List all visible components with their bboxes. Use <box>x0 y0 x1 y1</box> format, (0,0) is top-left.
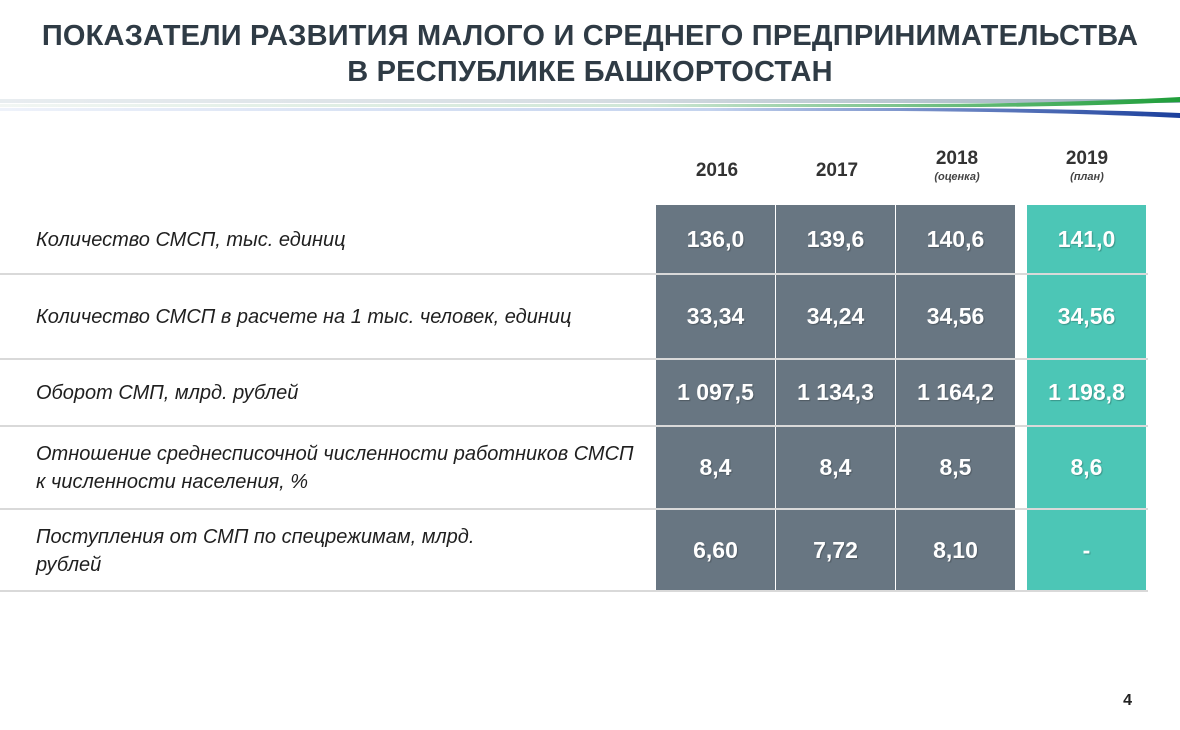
table-cell: 8,10 <box>896 510 1015 590</box>
table-cell: 8,4 <box>656 427 775 508</box>
table-cell: 8,4 <box>776 427 895 508</box>
table-cell: 8,5 <box>896 427 1015 508</box>
slide-title: ПОКАЗАТЕЛИ РАЗВИТИЯ МАЛОГО И СРЕДНЕГО ПР… <box>0 18 1180 90</box>
column-year: 2017 <box>815 160 859 181</box>
table-cell: 8,6 <box>1027 427 1146 508</box>
table-cell: 34,56 <box>1027 275 1146 358</box>
row-separator <box>0 508 1148 510</box>
column-year: 2016 <box>695 160 739 181</box>
column-year: 2019 <box>1065 148 1109 169</box>
page-number: 4 <box>1123 692 1132 709</box>
column-year: 2018 <box>935 148 979 169</box>
table-cell: 6,60 <box>656 510 775 590</box>
row-separator <box>0 358 1148 360</box>
table-cell: 140,6 <box>896 205 1015 273</box>
table-cell: 139,6 <box>776 205 895 273</box>
table-cell: 136,0 <box>656 205 775 273</box>
column-header-2019: 2019 (план) <box>1027 148 1147 184</box>
table-cell: 141,0 <box>1027 205 1146 273</box>
table-cell: 1 164,2 <box>896 360 1015 425</box>
table-cell: 1 198,8 <box>1027 360 1146 425</box>
table-cell: 1 097,5 <box>656 360 775 425</box>
table-cell: 7,72 <box>776 510 895 590</box>
column-header-2016: 2016 <box>657 160 777 182</box>
table-cell: - <box>1027 510 1146 590</box>
row-label: Отношение среднесписочной численности ра… <box>36 443 634 493</box>
row-separator <box>0 273 1148 275</box>
row-label: Количество СМСП в расчете на 1 тыс. чело… <box>36 306 572 328</box>
decorative-divider <box>0 97 1180 118</box>
row-separator <box>0 425 1148 427</box>
row-separator <box>0 590 1148 592</box>
column-note: (оценка) <box>934 171 980 183</box>
title-line-1: ПОКАЗАТЕЛИ РАЗВИТИЯ МАЛОГО И СРЕДНЕГО ПР… <box>41 20 1139 52</box>
title-line-2: В РЕСПУБЛИКЕ БАШКОРТОСТАН <box>347 56 833 88</box>
column-header-2018: 2018 (оценка) <box>897 148 1017 184</box>
row-label: Поступления от СМП по спецрежимам, млрд.… <box>36 526 475 576</box>
column-header-2017: 2017 <box>777 160 897 182</box>
row-label: Оборот СМП, млрд. рублей <box>36 382 299 404</box>
table-cell: 33,34 <box>656 275 775 358</box>
table-cell: 1 134,3 <box>776 360 895 425</box>
table-cell: 34,24 <box>776 275 895 358</box>
table-cell: 34,56 <box>896 275 1015 358</box>
row-label: Количество СМСП, тыс. единиц <box>36 229 346 251</box>
column-note: (план) <box>1070 171 1104 183</box>
